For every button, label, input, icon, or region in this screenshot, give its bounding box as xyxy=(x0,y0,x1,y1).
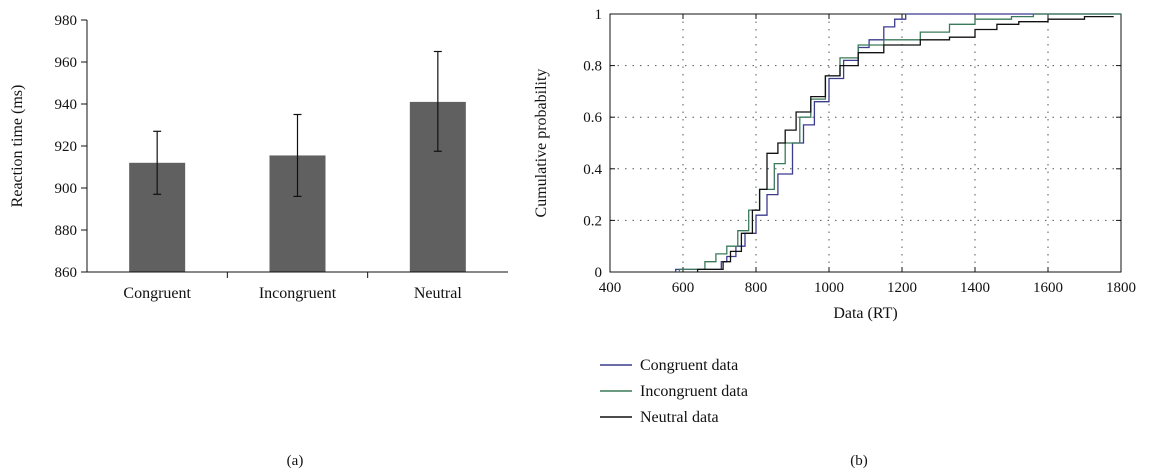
panel-b-ticks: 400 600 800 1000 1200 1400 1600 1800 0 0.2 0.4 0.6 0… xyxy=(583,7,1136,296)
panel-b-x-tick-label: 1800 xyxy=(1106,280,1136,296)
panel-b-cdf-chart: 400 600 800 1000 1200 1400 1600 1800 0 0.2 0.4 0.6 0… xyxy=(533,7,1136,469)
panel-a-category-label: Neutral xyxy=(414,285,463,302)
panel-a-y-tick-label: 920 xyxy=(55,139,78,155)
panel-b-plot-frame xyxy=(609,13,1122,273)
panel-b-y-axis-label: Cumulative probability xyxy=(533,69,550,218)
panel-a-bars xyxy=(129,50,466,273)
legend-label: Congruent data xyxy=(640,357,738,374)
panel-a-y-axis-label: Reaction time (ms) xyxy=(9,85,26,208)
panel-a-y-tick-label: 960 xyxy=(55,55,78,71)
panel-a-y-tick-label: 860 xyxy=(55,265,78,281)
panel-a-y-tick-label: 880 xyxy=(55,223,78,239)
panel-a-y-ticks: 860 880 900 920 940 960 980 xyxy=(55,13,87,281)
panel-a-y-tick-label: 900 xyxy=(55,181,78,197)
panel-b-grid xyxy=(610,14,1121,272)
panel-b-y-tick-label: 0 xyxy=(595,265,603,281)
panel-b-label: (b) xyxy=(850,453,868,469)
panel-b-x-tick-label: 400 xyxy=(599,280,622,296)
series-line-incongruent-data xyxy=(678,13,1121,272)
panel-b-series-lines xyxy=(675,13,1121,272)
panel-b-x-tick-label: 600 xyxy=(672,280,695,296)
panel-b-y-tick-label: 0.6 xyxy=(583,110,602,126)
panel-a-category-label: Incongruent xyxy=(259,285,337,302)
panel-a-y-tick-label: 940 xyxy=(55,97,78,113)
panel-b-x-tick-label: 1200 xyxy=(887,280,917,296)
panel-a-axes xyxy=(86,20,508,278)
panel-b-x-tick-label: 1600 xyxy=(1033,280,1063,296)
panel-b-x-axis-label: Data (RT) xyxy=(833,305,897,322)
panel-b-legend: Congruent data Incongruent data Neutral da… xyxy=(600,357,748,426)
legend-label: Neutral data xyxy=(640,409,719,426)
panel-a-bar-chart: Reaction time (ms) 860 880 900 920 940 960 980… xyxy=(9,13,508,469)
panel-b-x-tick-label: 1000 xyxy=(814,280,844,296)
panel-b-frame xyxy=(609,13,1122,273)
panel-a-category-labels: Congruent Incongruent Neutral xyxy=(123,285,462,302)
panel-a-category-label: Congruent xyxy=(123,285,191,302)
panel-b-x-tick-label: 800 xyxy=(745,280,768,296)
panel-b-y-tick-label: 0.8 xyxy=(583,59,602,75)
panel-b-x-tick-label: 1400 xyxy=(960,280,990,296)
series-line-neutral-data xyxy=(696,15,1114,272)
panel-a-label: (a) xyxy=(287,453,304,469)
panel-a-y-tick-label: 980 xyxy=(55,13,78,29)
panel-b-y-tick-label: 1 xyxy=(595,7,603,23)
legend-label: Incongruent data xyxy=(640,383,748,400)
panel-b-y-tick-label: 0.4 xyxy=(583,162,602,178)
panel-b-y-tick-label: 0.2 xyxy=(583,213,602,229)
